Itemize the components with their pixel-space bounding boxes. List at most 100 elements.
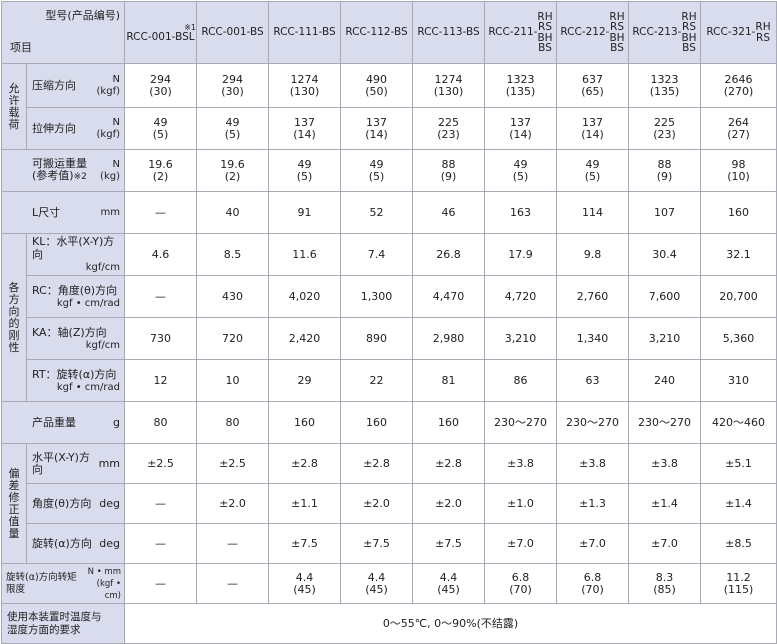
header-model-9: RCC-321- RH RS (700, 1, 777, 64)
value-compression-9: 2646 (270) (700, 63, 777, 108)
group-deviation: 偏差修正值量 (1, 443, 27, 564)
row-torque-limit: 旋转(α)方向转矩限度 N • mm (kgf • cm) — —4.4 (45) 4.4… (1, 563, 777, 604)
label-tension: 拉伸方向 N (kgf) (26, 107, 125, 150)
value-compression-5: 1274 (130) (412, 63, 485, 108)
value-dev-xy-9: ±5.1 (700, 443, 777, 484)
value-dev-xy-3: ±2.8 (268, 443, 341, 484)
value-rc-8: 7,600 (628, 275, 701, 318)
value-weight-5: 160 (412, 401, 485, 444)
value-l-dim-2: 40 (196, 191, 269, 234)
header-model-3: RCC-111-BS (268, 1, 341, 64)
value-payload-1: 19.6 (2) (124, 149, 197, 192)
value-l-dim-7: 114 (556, 191, 629, 234)
value-rc-6: 4,720 (484, 275, 557, 318)
value-torque-8: 8.3 (85) (628, 563, 701, 604)
value-dev-alpha-5: ±7.5 (412, 523, 485, 564)
value-l-dim-1: — (124, 191, 197, 234)
label-stiffness-rc: RC：角度(θ)方向 kgf • cm/rad (26, 275, 125, 318)
value-dev-theta-6: ±1.0 (484, 483, 557, 524)
row-deviation-theta: 角度(θ)方向 deg — ±2.0 ±1.1 ±2.0 ±2.0 ±1.0 ±1.3 ±1.4… (2, 483, 777, 524)
header-item-label: 项目 (10, 41, 32, 54)
row-environment: 使用本装置时温度与 湿度方面的要求 0～55℃, 0～90%(不结露) (1, 603, 777, 644)
group-allowable-load: 允许载荷 (1, 63, 27, 150)
value-rt-4: 22 (340, 359, 413, 402)
value-l-dim-5: 46 (412, 191, 485, 234)
value-compression-2: 294 (30) (196, 63, 269, 108)
value-dev-xy-6: ±3.8 (484, 443, 557, 484)
value-dev-xy-2: ±2.5 (196, 443, 269, 484)
value-l-dim-4: 52 (340, 191, 413, 234)
value-dev-alpha-1: — (124, 523, 197, 564)
value-weight-3: 160 (268, 401, 341, 444)
value-rc-1: — (124, 275, 197, 318)
value-torque-2: — (196, 563, 269, 604)
value-dev-xy-5: ±2.8 (412, 443, 485, 484)
label-deviation-alpha: 旋转(α)方向 deg (26, 523, 125, 564)
value-payload-6: 49 (5) (484, 149, 557, 192)
row-deviation-alpha: 旋转(α)方向 deg — — ±7.5 ±7.5 ±7.5 ±7.0 ±7.0 ±7.0 ±8.… (2, 523, 777, 564)
value-payload-9: 98 (10) (700, 149, 777, 192)
value-rc-5: 4,470 (412, 275, 485, 318)
value-tension-6: 137 (14) (484, 107, 557, 150)
header-model-2: RCC-001-BS (196, 1, 269, 64)
row-l-dimension: L尺寸 mm —40 91 52 46 163 114 107 160 (1, 191, 777, 234)
value-rc-4: 1,300 (340, 275, 413, 318)
value-dev-alpha-8: ±7.0 (628, 523, 701, 564)
value-rt-2: 10 (196, 359, 269, 402)
label-stiffness-kl: KL：水平(X-Y)方向 kgf/cm (26, 233, 125, 276)
value-rt-9: 310 (700, 359, 777, 402)
value-torque-7: 6.8 (70) (556, 563, 629, 604)
value-dev-theta-4: ±2.0 (340, 483, 413, 524)
value-torque-9: 11.2 (115) (700, 563, 777, 604)
value-ka-3: 2,420 (268, 317, 341, 360)
value-l-dim-3: 91 (268, 191, 341, 234)
value-ka-1: 730 (124, 317, 197, 360)
row-stiffness-rc: RC：角度(θ)方向 kgf • cm/rad —430 4,020 1,300 4,4… (2, 275, 777, 318)
row-product-weight: 产品重量 g 80 80 160 160 160 230～270 230～270 230～270… (1, 401, 777, 444)
row-deviation-xy: 偏差修正值量 水平(X-Y)方向 mm ±2.5 ±2.5 ±2.8 ±2.8 ±2.8 ±… (1, 443, 777, 564)
value-kl-3: 11.6 (268, 233, 341, 276)
header-model-6: RCC-211- RH RS BH BS (484, 1, 557, 64)
value-weight-7: 230～270 (556, 401, 629, 444)
value-payload-3: 49 (5) (268, 149, 341, 192)
value-tension-3: 137 (14) (268, 107, 341, 150)
value-rc-3: 4,020 (268, 275, 341, 318)
value-dev-alpha-7: ±7.0 (556, 523, 629, 564)
value-rt-1: 12 (124, 359, 197, 402)
value-l-dim-9: 160 (700, 191, 777, 234)
value-compression-8: 1323 (135) (628, 63, 701, 108)
value-kl-9: 32.1 (700, 233, 777, 276)
value-weight-2: 80 (196, 401, 269, 444)
value-dev-alpha-3: ±7.5 (268, 523, 341, 564)
group-stiffness: 各方向的刚性 (1, 233, 27, 402)
value-weight-4: 160 (340, 401, 413, 444)
value-ka-5: 2,980 (412, 317, 485, 360)
value-torque-6: 6.8 (70) (484, 563, 557, 604)
row-stiffness-ka: KA：轴(Z)方向 kgf/cm 730 720 2,420 890 2,980 3,210… (2, 317, 777, 360)
label-compression: 压缩方向 N (kgf) (26, 63, 125, 108)
value-compression-6: 1323 (135) (484, 63, 557, 108)
value-compression-1: 294 (30) (124, 63, 197, 108)
value-kl-5: 26.8 (412, 233, 485, 276)
value-rt-3: 29 (268, 359, 341, 402)
value-compression-7: 637 (65) (556, 63, 629, 108)
value-kl-7: 9.8 (556, 233, 629, 276)
value-dev-theta-2: ±2.0 (196, 483, 269, 524)
header-row: 型号(产品编号) 项目 ※1 RCC-001-BSL RCC-001-BS RCC-1… (1, 1, 777, 64)
header-model-5: RCC-113-BS (412, 1, 485, 64)
value-rt-6: 86 (484, 359, 557, 402)
value-ka-2: 720 (196, 317, 269, 360)
value-dev-theta-5: ±2.0 (412, 483, 485, 524)
value-dev-theta-9: ±1.4 (700, 483, 777, 524)
value-rc-9: 20,700 (700, 275, 777, 318)
value-rt-5: 81 (412, 359, 485, 402)
value-ka-7: 1,340 (556, 317, 629, 360)
value-dev-theta-7: ±1.3 (556, 483, 629, 524)
value-dev-alpha-4: ±7.5 (340, 523, 413, 564)
row-compression: 允许载荷 压缩方向 N (kgf) 294 (30) 294 (30) 1274 (130) 4… (1, 63, 777, 150)
value-ka-4: 890 (340, 317, 413, 360)
value-tension-5: 225 (23) (412, 107, 485, 150)
value-l-dim-8: 107 (628, 191, 701, 234)
value-torque-5: 4.4 (45) (412, 563, 485, 604)
label-l-dimension: L尺寸 mm (1, 191, 125, 234)
